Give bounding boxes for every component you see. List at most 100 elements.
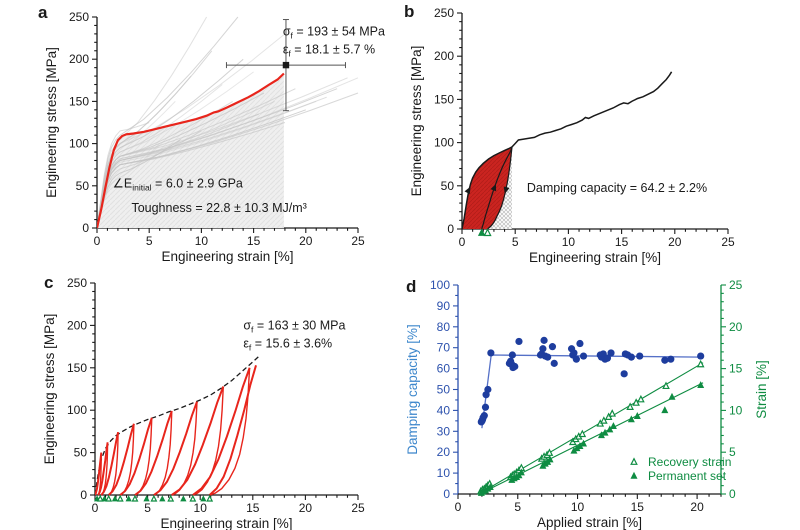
y-tick-label: 250 xyxy=(69,10,89,24)
data-point-circle xyxy=(480,412,488,420)
y-axis-title: Engineering stress [MPa] xyxy=(44,47,59,198)
y-tick-label: 200 xyxy=(69,52,89,66)
y2-tick-label: 15 xyxy=(729,362,743,376)
data-point-circle xyxy=(661,356,669,364)
panel-letter: a xyxy=(38,3,48,22)
data-point-circle xyxy=(511,362,519,371)
cycle-loading-curve xyxy=(108,423,135,496)
mean-stress-strain-curve xyxy=(97,72,285,229)
x-tick-label: 5 xyxy=(514,500,521,514)
unloading-curve xyxy=(487,146,513,230)
open-triangle-marker xyxy=(116,494,124,502)
x-tick-label: 0 xyxy=(459,235,466,249)
open-triangle-marker xyxy=(105,494,113,502)
y-tick-label: 40 xyxy=(437,403,451,417)
data-point-circle xyxy=(697,352,705,360)
filled-triangle-marker xyxy=(477,228,486,236)
toughness-shaded-area xyxy=(97,73,284,228)
x-tick-label: 25 xyxy=(351,234,365,248)
y-tick-label: 150 xyxy=(67,361,87,375)
panel-c-plot-area xyxy=(95,354,261,496)
x-tick-label: 5 xyxy=(512,235,519,249)
filled-triangle-marker xyxy=(101,495,108,502)
data-point-circle xyxy=(481,403,490,411)
data-point-circle xyxy=(579,352,588,360)
y2-tick-label: 5 xyxy=(729,445,736,459)
data-point-circle xyxy=(607,349,615,357)
y-tick-label: 50 xyxy=(76,179,90,193)
data-point-circle xyxy=(620,370,628,378)
loading-curve xyxy=(462,71,673,230)
cycle-loading-curve xyxy=(153,401,198,496)
filled-triangle-marker xyxy=(668,392,676,400)
y-axis-title: Engineering stress [MPa] xyxy=(409,46,424,197)
x-tick-label: 20 xyxy=(690,500,704,514)
open-triangle-marker xyxy=(483,228,492,237)
annotation: ∠Einitial = 6.0 ± 2.9 GPa xyxy=(113,176,243,192)
filled-triangle-marker xyxy=(125,495,132,502)
x-tick-label: 0 xyxy=(92,501,99,515)
y2-tick-label: 10 xyxy=(729,403,743,417)
cycle-unloading-curve xyxy=(192,386,224,496)
cycle-unloading-curve xyxy=(171,401,198,496)
replicate-stress-strain-curve xyxy=(97,58,244,229)
panel-letter: d xyxy=(406,277,416,296)
open-triangle-marker xyxy=(662,381,670,390)
data-point-circle xyxy=(572,355,580,363)
filled-triangle-marker xyxy=(580,439,588,447)
x-tick-label: 15 xyxy=(247,234,261,248)
y-tick-label: 0 xyxy=(82,221,89,235)
x-tick-label: 20 xyxy=(299,501,313,515)
y-tick-label: 150 xyxy=(434,92,454,106)
y-tick-label: 100 xyxy=(434,136,454,150)
open-triangle-marker xyxy=(637,394,645,403)
panel-a-plot-area xyxy=(97,16,359,229)
panel-b-damping-capacity-chart: 0 5 10 15 20 25 Engineering strain [%] 0 50 100 15… xyxy=(404,2,735,265)
open-triangle-marker xyxy=(206,494,214,502)
filled-triangle-marker xyxy=(630,471,638,479)
annotation: σf = 163 ± 30 MPa xyxy=(243,319,345,335)
data-point-square xyxy=(282,61,290,69)
y-tick-label: 0 xyxy=(447,222,454,236)
y-tick-label: 10 xyxy=(437,466,451,480)
filled-triangle-marker xyxy=(159,495,166,502)
filled-triangle-marker xyxy=(200,495,207,502)
open-triangle-marker xyxy=(600,416,608,424)
y-tick-label: 50 xyxy=(74,446,88,460)
filled-triangle-marker xyxy=(627,415,635,423)
y-tick-label: 90 xyxy=(437,299,451,313)
y-tick-label: 50 xyxy=(437,383,451,397)
panel-letter: b xyxy=(404,2,414,21)
direction-arrow xyxy=(490,183,497,192)
filled-triangle-marker xyxy=(633,412,641,419)
panel-c-cyclic-loading-chart: 0 5 10 15 20 25 Engineering strain [%] 0 50 100 15… xyxy=(42,273,365,530)
y-tick-label: 250 xyxy=(67,276,87,290)
x-tick-label: 20 xyxy=(299,234,313,248)
y2-tick-label: 20 xyxy=(729,320,743,334)
recovered-energy-area xyxy=(487,146,512,229)
x-tick-label: 10 xyxy=(562,235,576,249)
reloading-curve xyxy=(481,146,513,230)
open-triangle-marker xyxy=(189,494,197,502)
direction-arrow xyxy=(503,186,510,194)
filled-triangle-marker xyxy=(609,422,617,429)
cycle-loading-curve xyxy=(171,386,225,496)
cycle-unloading-curve xyxy=(209,367,251,496)
data-point-circle xyxy=(627,353,635,361)
x-axis-title: Engineering strain [%] xyxy=(529,250,661,265)
data-point-circle xyxy=(548,343,557,351)
open-triangle-marker xyxy=(131,494,139,502)
final-pull-curve xyxy=(209,365,257,496)
x-tick-label: 0 xyxy=(455,500,462,514)
data-point-circle xyxy=(570,349,578,357)
cycle-loading-curve xyxy=(192,367,251,496)
data-point-circle xyxy=(636,352,644,360)
x-tick-label: 20 xyxy=(668,235,682,249)
y2-axis-title: Strain [%] xyxy=(754,360,769,419)
x-tick-label: 15 xyxy=(631,500,645,514)
x-tick-label: 5 xyxy=(146,234,153,248)
cycle-loading-curve xyxy=(97,442,109,496)
y-tick-label: 100 xyxy=(67,403,87,417)
